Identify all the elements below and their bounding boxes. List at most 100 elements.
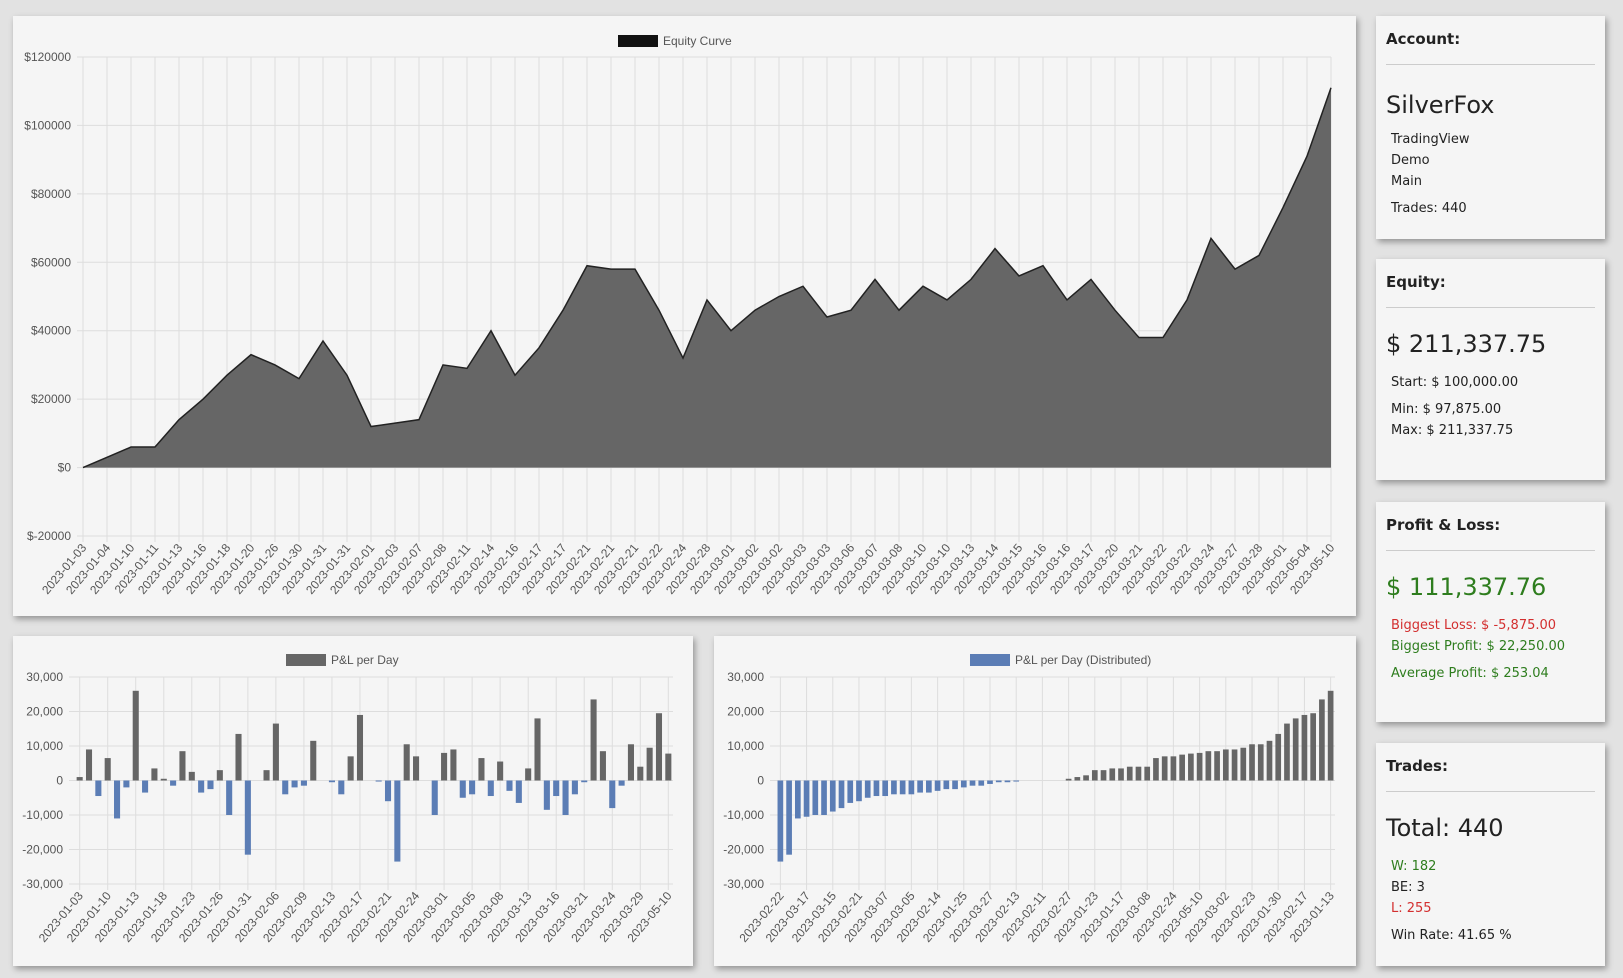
bar <box>1091 770 1098 781</box>
bar <box>1065 778 1072 781</box>
bar <box>85 749 93 781</box>
bar <box>1126 766 1133 781</box>
min: Min: $ 97,875.00 <box>1391 402 1502 417</box>
biggest-profit: Biggest Profit: $ 22,250.00 <box>1391 639 1566 654</box>
bar <box>170 780 177 786</box>
bar <box>263 770 270 781</box>
bar <box>198 780 205 793</box>
y-tick-label: $40000 <box>31 324 71 338</box>
legend-label: P&L per Day <box>331 653 399 667</box>
heading: Trades: <box>1386 757 1448 775</box>
bar <box>188 771 195 781</box>
bar <box>1222 749 1229 781</box>
bar <box>812 780 819 815</box>
bar <box>469 780 476 795</box>
bar <box>328 780 335 783</box>
bar <box>995 780 1002 783</box>
distributed-chart: P&L per Day (Distributed) -30,000 -20,000 -… <box>723 653 1337 945</box>
bar <box>1188 753 1194 781</box>
bar <box>1153 758 1159 781</box>
bar <box>599 751 606 781</box>
bar <box>1074 777 1081 781</box>
bar <box>534 718 541 781</box>
legend-swatch <box>618 35 658 47</box>
bar <box>655 713 663 781</box>
y-tick-label: -10,000 <box>22 808 63 822</box>
bar <box>1275 733 1282 781</box>
y-tick-label: 0 <box>56 774 63 788</box>
bar <box>1205 751 1212 781</box>
divider <box>1386 307 1595 308</box>
divider <box>1386 550 1595 551</box>
account-name: SilverFox <box>1386 91 1495 119</box>
y-tick-label: 10,000 <box>727 739 764 753</box>
bar <box>450 749 457 781</box>
y-tick-label: $120000 <box>24 50 71 64</box>
bar <box>926 780 932 793</box>
bar <box>943 780 950 790</box>
bar <box>1170 756 1177 781</box>
bar <box>821 780 827 815</box>
bar <box>1144 766 1151 781</box>
daily-panel: P&L per Day -30,000 -20,000 -10,000 0 10,000 2… <box>13 636 693 966</box>
bar <box>291 780 298 788</box>
bar <box>515 780 522 803</box>
bar <box>637 766 644 781</box>
y-tick-label: $-20000 <box>27 529 71 543</box>
bar <box>403 744 410 781</box>
start: Start: $ 100,000.00 <box>1391 375 1519 390</box>
equity-chart: Equity Curve $-20000 $0 $20000 $40000 $60000 $… <box>24 34 1337 597</box>
bar <box>571 780 578 795</box>
bar <box>487 780 494 797</box>
daily-chart: P&L per Day -30,000 -20,000 -10,000 0 10,000 2… <box>22 653 675 945</box>
bar <box>123 780 130 788</box>
bar <box>1118 768 1124 781</box>
bar <box>356 714 364 781</box>
bar <box>543 780 550 810</box>
bar <box>609 780 616 809</box>
bar <box>114 780 121 819</box>
bar <box>525 768 532 781</box>
bar <box>1004 780 1011 783</box>
bar <box>856 780 862 802</box>
bar <box>794 780 801 819</box>
bar <box>618 780 625 786</box>
bar <box>1083 775 1089 781</box>
bar <box>384 780 392 802</box>
bar <box>216 770 223 781</box>
account-panel: Account: SilverFox TradingView Demo Main… <box>1376 16 1605 239</box>
bar <box>891 780 897 795</box>
y-tick-label: -20,000 <box>723 843 764 857</box>
bar <box>917 780 923 793</box>
bar <box>1240 747 1247 781</box>
heading: Account: <box>1386 30 1461 48</box>
bar <box>179 751 186 781</box>
bar <box>95 780 102 797</box>
pnl-value: $ 111,337.76 <box>1386 573 1547 601</box>
bar <box>969 780 976 786</box>
divider <box>1386 791 1595 792</box>
bar <box>235 733 242 781</box>
bar <box>104 758 111 781</box>
bar <box>132 690 139 781</box>
bar <box>1179 754 1185 781</box>
bar <box>1310 713 1317 781</box>
bar <box>282 780 289 795</box>
bar <box>908 780 915 795</box>
bar <box>978 780 985 786</box>
bar <box>375 780 382 782</box>
bar <box>1135 766 1142 781</box>
bar <box>441 752 448 781</box>
bar <box>142 780 149 793</box>
bar <box>394 780 401 862</box>
legend-label: P&L per Day (Distributed) <box>1015 653 1151 667</box>
bar <box>1109 768 1116 781</box>
y-tick-label: $0 <box>58 461 72 475</box>
bar <box>244 780 251 855</box>
line: TradingView <box>1391 132 1470 147</box>
bar <box>1013 780 1020 782</box>
bar <box>987 780 993 784</box>
bar <box>1100 770 1107 781</box>
bar <box>300 780 307 786</box>
y-tick-label: 30,000 <box>26 670 63 684</box>
